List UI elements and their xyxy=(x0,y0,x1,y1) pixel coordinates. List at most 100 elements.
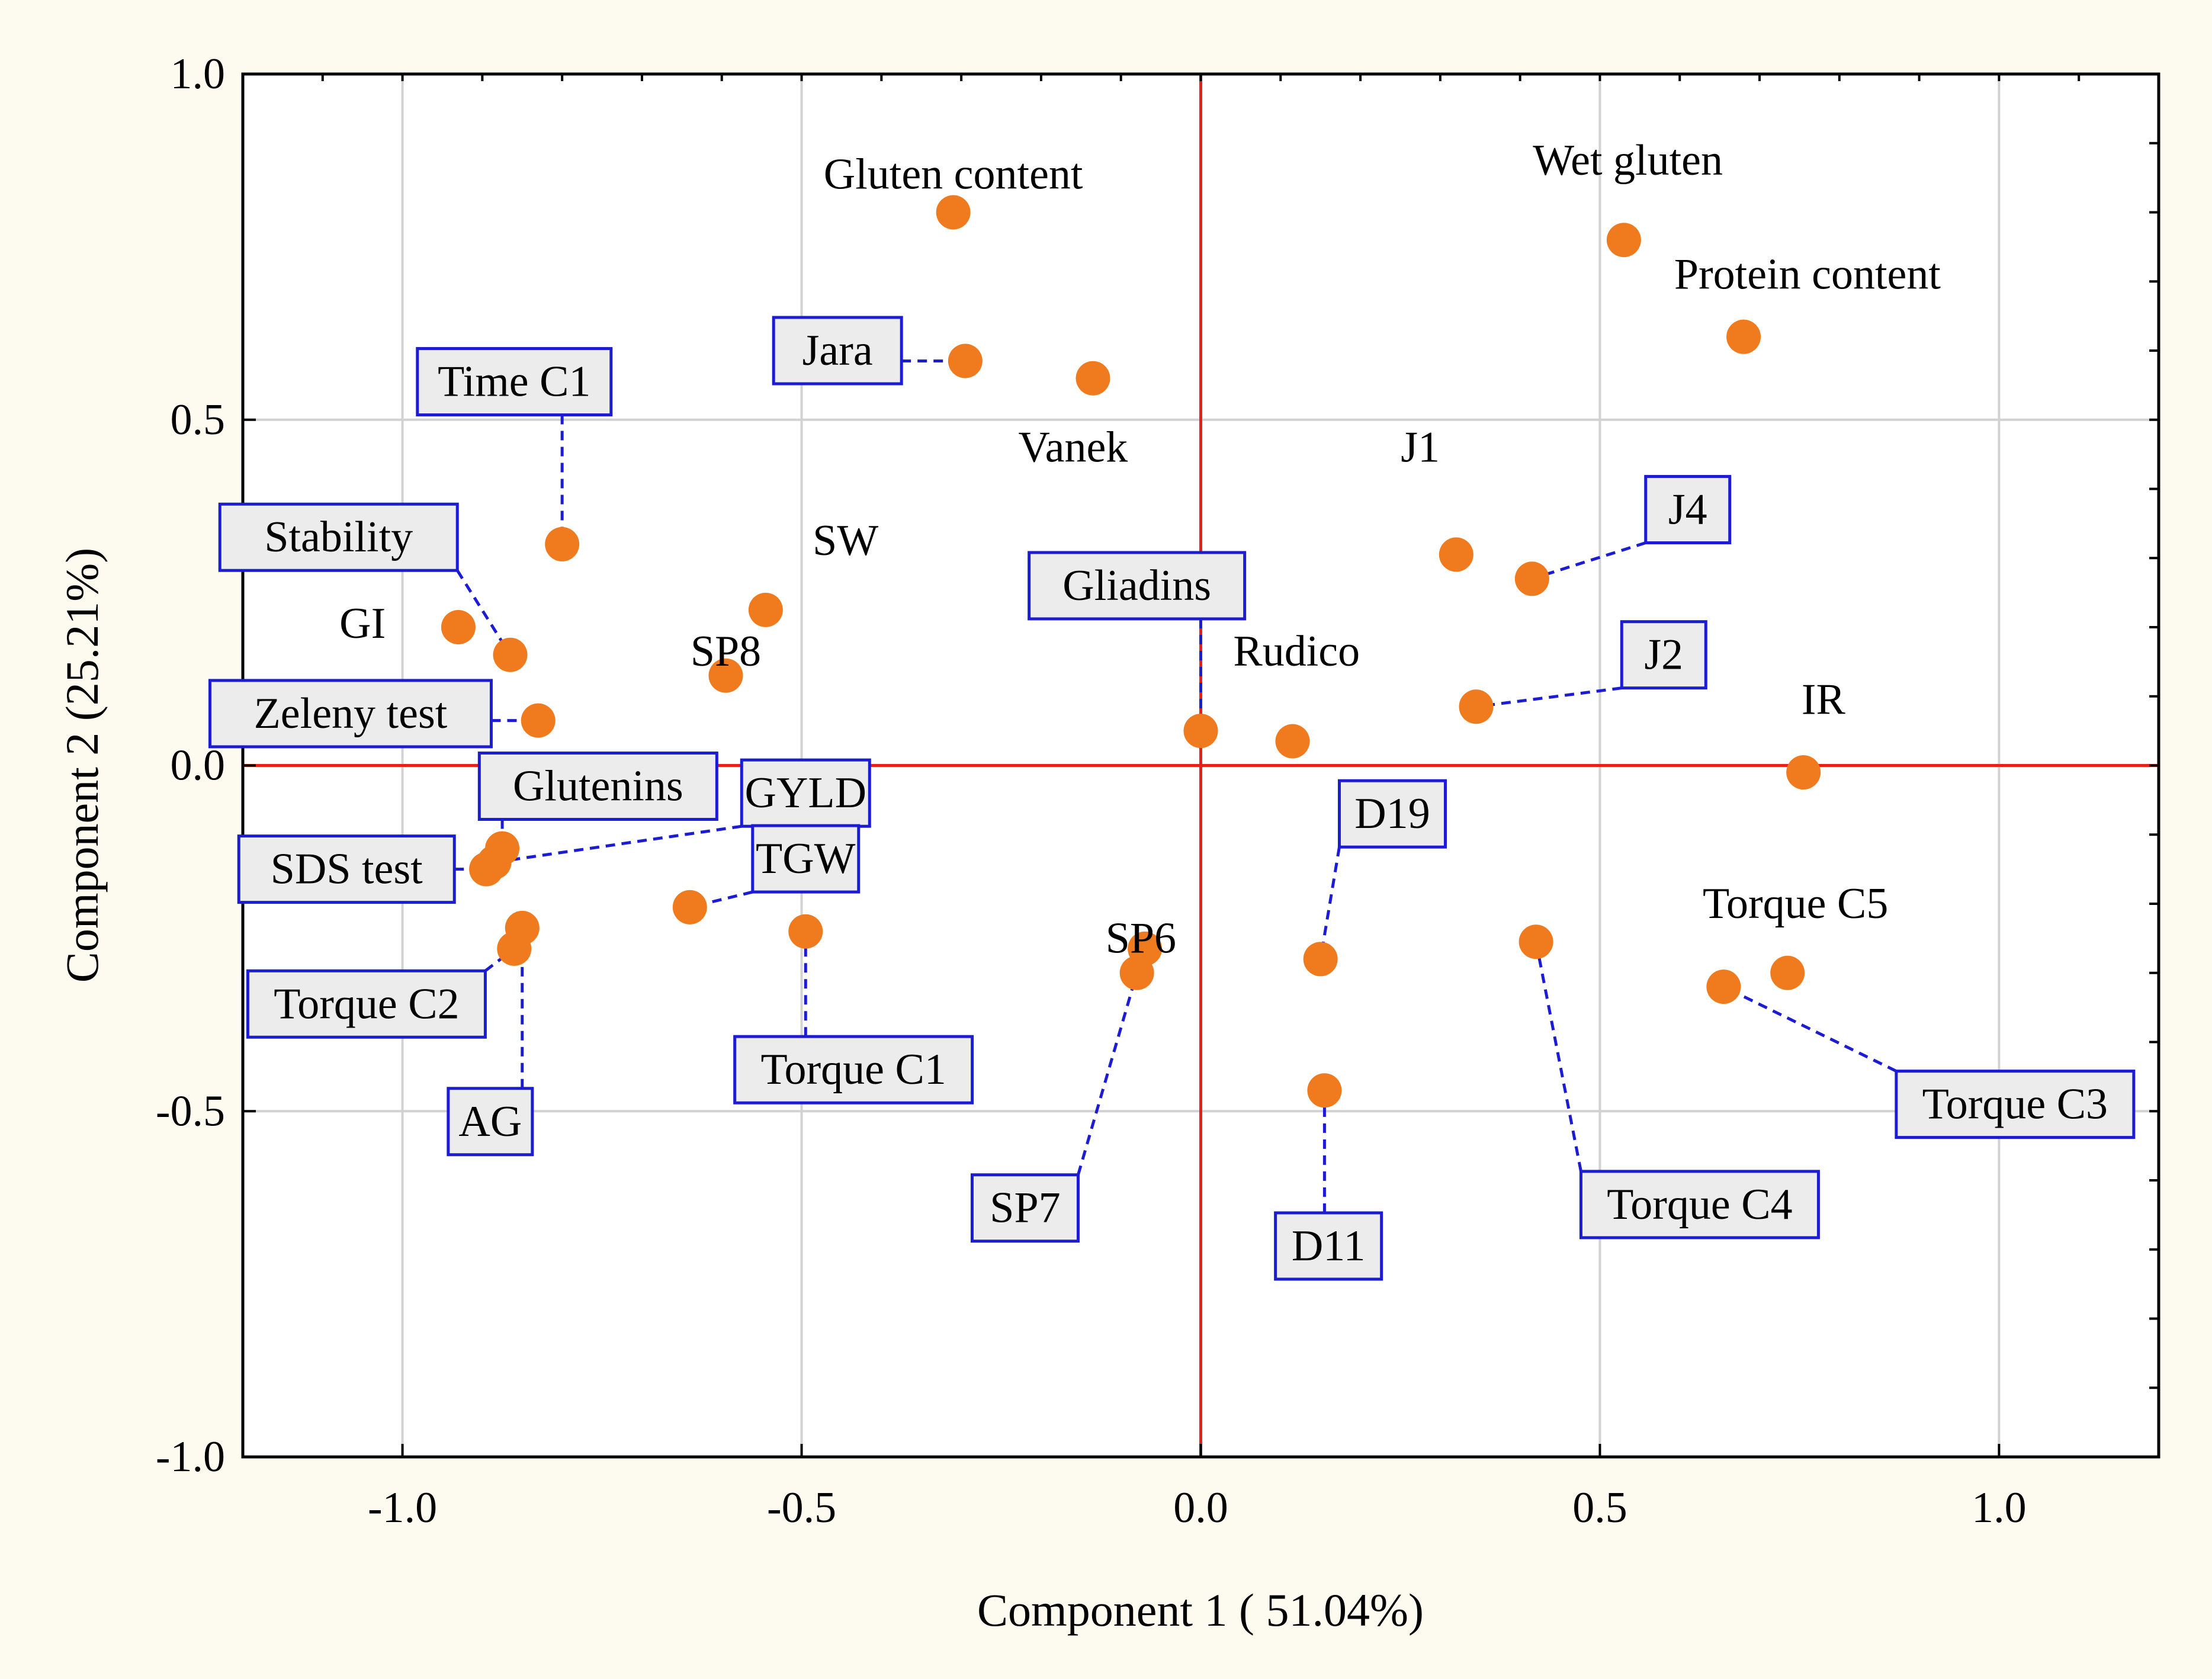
point-tgw xyxy=(672,890,707,924)
x-tick-label: -0.5 xyxy=(767,1484,836,1532)
leader-line-d19 xyxy=(1319,846,1341,959)
point-label-sp6: SP6 xyxy=(1106,914,1176,962)
point-label-gyld: GYLD xyxy=(745,769,867,817)
label-box-j2 xyxy=(1620,620,1707,690)
point-label-jara: Jara xyxy=(802,326,873,375)
point-stability xyxy=(493,637,528,672)
label-box-gyld xyxy=(740,758,871,828)
point-gliadins xyxy=(1183,714,1218,749)
point-j2 xyxy=(1459,689,1494,724)
point-label-time-c1: Time C1 xyxy=(438,358,590,406)
point-protein-content xyxy=(1726,319,1761,354)
point-label-sp7: SP7 xyxy=(990,1184,1060,1232)
point-label-gi: GI xyxy=(339,599,386,648)
point-ag xyxy=(505,910,540,945)
x-tick-label: 0.0 xyxy=(1173,1484,1228,1532)
x-tick-label: 1.0 xyxy=(1972,1484,2027,1532)
point-label-sds-test: SDS test xyxy=(271,845,423,894)
point-label-sw: SW xyxy=(813,516,878,565)
label-box-j4 xyxy=(1644,475,1732,545)
point-gluten-content xyxy=(936,195,971,230)
label-box-stability xyxy=(218,502,459,572)
point-label-wet-gluten: Wet gluten xyxy=(1533,136,1723,185)
x-axis-title: Component 1 ( 51.04%) xyxy=(977,1584,1424,1636)
label-box-torque-c1 xyxy=(733,1035,974,1105)
point-labels: Gluten content Wet gluten Protein content V… xyxy=(208,136,2136,1281)
label-box-torque-c4 xyxy=(1579,1170,1820,1240)
point-label-protein-content: Protein content xyxy=(1674,251,1941,299)
point-rudico xyxy=(1275,724,1310,759)
point-label-sp8: SP8 xyxy=(691,627,761,676)
point-label-gluten-content: Gluten content xyxy=(824,150,1083,198)
point-vanek xyxy=(1075,361,1110,396)
point-d19 xyxy=(1303,942,1338,977)
point-label-torque-c2: Torque C2 xyxy=(274,980,459,1028)
label-box-gliadins xyxy=(1028,551,1247,621)
y-tick-label: 0.0 xyxy=(171,741,226,790)
x-tick-label: -1.0 xyxy=(368,1484,437,1532)
point-label-torque-c5: Torque C5 xyxy=(1703,879,1888,928)
ticks: -1.0 -0.5 0.0 0.5 1.0 -1.0 -0.5 0.0 0.5 1.0 xyxy=(156,50,2160,1532)
point-jara xyxy=(948,343,983,378)
y-tick-label: 0.5 xyxy=(171,396,226,444)
label-box-tgw xyxy=(751,824,861,894)
point-label-gliadins: Gliadins xyxy=(1062,561,1211,610)
label-box-jara xyxy=(772,316,903,386)
label-box-sp7 xyxy=(970,1173,1080,1243)
point-label-vanek: Vanek xyxy=(1018,423,1128,471)
label-box-torque-c2 xyxy=(246,969,487,1039)
point-j4 xyxy=(1514,561,1549,596)
point-sp7 xyxy=(1119,955,1154,990)
point-sw xyxy=(748,592,783,627)
leader-line-torque-c4 xyxy=(1534,941,1582,1172)
point-gyld xyxy=(477,845,512,879)
point-torque-c4 xyxy=(1518,924,1553,959)
point-label-d19: D19 xyxy=(1354,789,1430,838)
label-box-sds-test xyxy=(237,834,456,904)
point-time-c1 xyxy=(545,527,580,561)
point-label-d11: D11 xyxy=(1292,1222,1366,1270)
point-label-tgw: TGW xyxy=(756,834,856,883)
point-sp8 xyxy=(708,658,743,693)
data-points xyxy=(441,195,1821,1108)
label-box-ag xyxy=(447,1087,534,1157)
label-box-d19 xyxy=(1338,779,1447,849)
label-box-d11 xyxy=(1274,1211,1383,1281)
point-label-j2: J2 xyxy=(1644,631,1683,679)
point-torque-c1 xyxy=(788,914,823,949)
y-tick-label: -1.0 xyxy=(156,1433,225,1481)
point-d11 xyxy=(1307,1073,1342,1108)
point-ir xyxy=(1786,755,1821,790)
point-label-ir: IR xyxy=(1802,676,1846,724)
x-tick-label: 0.5 xyxy=(1572,1484,1627,1532)
point-label-ag: AG xyxy=(458,1097,522,1146)
leader-line-torque-c3 xyxy=(1723,985,1897,1073)
point-label-torque-c1: Torque C1 xyxy=(760,1045,946,1094)
point-label-j4: J4 xyxy=(1668,486,1707,534)
leader-line-torque-c2 xyxy=(484,947,515,972)
y-axis-title: Component 2 (25.21%) xyxy=(56,548,108,983)
point-torque-c3 xyxy=(1706,969,1741,1004)
y-tick-label: -0.5 xyxy=(156,1087,225,1135)
point-label-stability: Stability xyxy=(264,513,413,561)
point-label-torque-c4: Torque C4 xyxy=(1607,1180,1792,1229)
point-label-zeleny-test: Zeleny test xyxy=(254,689,448,738)
label-box-glutenins xyxy=(477,752,718,821)
point-label-j1: J1 xyxy=(1401,423,1440,471)
point-wet-gluten xyxy=(1606,223,1641,258)
leader-line-j4 xyxy=(1532,541,1646,580)
leader-line-j2 xyxy=(1476,686,1622,708)
point-torque-c5 xyxy=(1770,955,1805,990)
point-zeleny-test xyxy=(521,703,556,738)
y-tick-label: 1.0 xyxy=(171,50,226,98)
label-box-zeleny-test xyxy=(208,679,493,749)
label-box-torque-c3 xyxy=(1895,1070,2136,1139)
point-j1 xyxy=(1439,537,1473,572)
leader-line-gyld xyxy=(494,824,742,864)
point-gi xyxy=(441,610,476,644)
leader-line-sp7 xyxy=(1077,972,1139,1176)
point-label-rudico: Rudico xyxy=(1233,627,1360,676)
point-label-torque-c3: Torque C3 xyxy=(1922,1080,2108,1129)
